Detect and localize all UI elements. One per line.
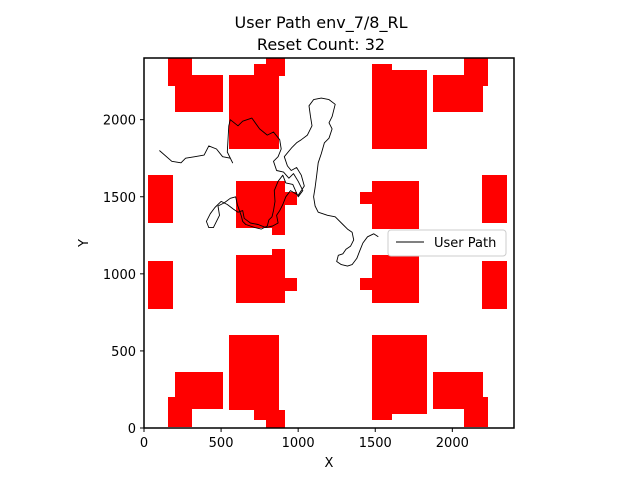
obstacle-block bbox=[148, 175, 173, 223]
obstacle-block bbox=[236, 255, 285, 303]
obstacles-layer bbox=[148, 58, 507, 428]
legend-label: User Path bbox=[434, 236, 496, 251]
x-tick-label: 1000 bbox=[282, 436, 315, 451]
obstacle-block bbox=[175, 372, 223, 409]
obstacle-block bbox=[372, 181, 419, 229]
obstacle-block bbox=[272, 249, 285, 257]
y-tick-label: 2000 bbox=[103, 114, 136, 129]
obstacle-block bbox=[148, 261, 173, 309]
obstacle-block bbox=[360, 278, 372, 290]
y-tick-label: 1000 bbox=[103, 268, 136, 283]
y-axis-ticks: 0 500 1000 1500 2000 bbox=[103, 114, 144, 437]
x-tick-label: 1500 bbox=[359, 436, 392, 451]
obstacle-block bbox=[392, 70, 427, 75]
x-axis-ticks: 0 500 1000 1500 2000 bbox=[140, 428, 469, 451]
x-axis-label: X bbox=[325, 456, 334, 471]
series-line-user-path bbox=[159, 97, 379, 267]
obstacle-block bbox=[229, 75, 279, 149]
obstacle-block bbox=[284, 192, 297, 205]
path-layer bbox=[159, 97, 379, 267]
y-tick-label: 500 bbox=[111, 345, 136, 360]
obstacle-block bbox=[433, 75, 483, 112]
y-tick-label: 0 bbox=[128, 422, 136, 437]
legend: User Path bbox=[387, 229, 507, 257]
obstacle-block bbox=[284, 278, 297, 291]
obstacle-block bbox=[377, 335, 427, 410]
obstacle-block bbox=[236, 181, 285, 228]
x-tick-label: 2000 bbox=[436, 436, 469, 451]
obstacle-block bbox=[229, 335, 279, 410]
obstacle-block bbox=[266, 58, 285, 68]
obstacle-block bbox=[360, 192, 372, 204]
x-tick-label: 0 bbox=[140, 436, 148, 451]
obstacle-block bbox=[175, 75, 223, 112]
chart-subtitle: Reset Count: 32 bbox=[257, 35, 385, 54]
y-tick-label: 1500 bbox=[103, 191, 136, 206]
chart-title: User Path env_7/8_RL bbox=[234, 13, 407, 33]
obstacle-block bbox=[377, 72, 427, 149]
x-tick-label: 500 bbox=[209, 436, 234, 451]
plot-frame bbox=[143, 57, 515, 429]
obstacle-block bbox=[392, 410, 427, 414]
obstacle-block bbox=[482, 261, 507, 309]
obstacle-block bbox=[272, 227, 285, 235]
obstacle-block bbox=[254, 410, 285, 420]
obstacle-block bbox=[433, 372, 483, 409]
legend-box bbox=[387, 229, 507, 257]
obstacle-block bbox=[482, 175, 507, 223]
obstacle-block bbox=[266, 418, 285, 428]
y-axis-label: Y bbox=[77, 239, 92, 248]
obstacle-block bbox=[372, 255, 419, 303]
